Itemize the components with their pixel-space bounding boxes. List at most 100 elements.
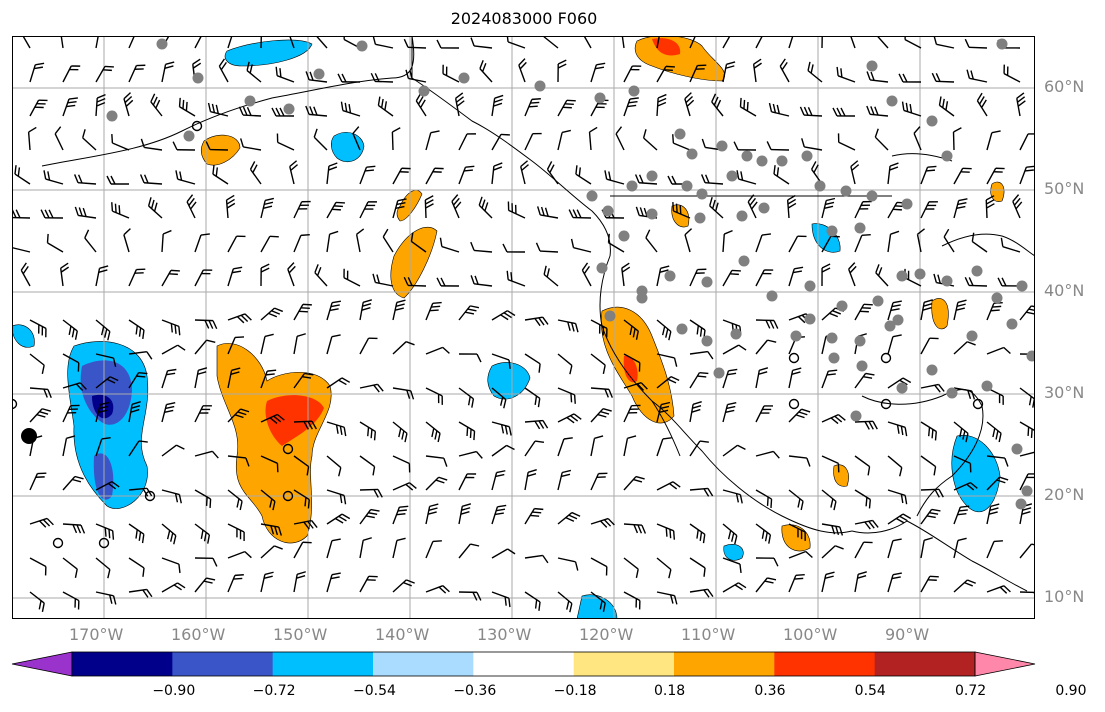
wind-barb bbox=[271, 107, 295, 117]
wind-barb bbox=[29, 472, 47, 491]
wind-barb bbox=[557, 59, 567, 83]
station-circle bbox=[144, 490, 156, 502]
wind-barb bbox=[337, 73, 361, 83]
wind-barb bbox=[755, 233, 772, 253]
wind-barb bbox=[623, 523, 647, 534]
wind-barb bbox=[645, 229, 658, 253]
wind-barb bbox=[260, 489, 276, 511]
wind-barb bbox=[194, 523, 211, 544]
wind-barb bbox=[568, 209, 592, 219]
wind-barb bbox=[689, 440, 709, 457]
wind-barb bbox=[986, 585, 1011, 594]
colorbar-tick-label: 0.18 bbox=[654, 683, 686, 699]
wind-barb bbox=[620, 36, 625, 49]
wind-barb bbox=[986, 130, 1001, 151]
wind-barb bbox=[392, 387, 415, 400]
station-dot bbox=[716, 140, 728, 152]
wind-barb bbox=[854, 571, 867, 593]
wind-barb bbox=[403, 38, 427, 49]
wind-barb bbox=[581, 262, 592, 287]
wind-barb bbox=[623, 65, 642, 83]
wind-barb bbox=[913, 126, 922, 151]
wind-barb bbox=[722, 489, 743, 504]
wind-barb bbox=[128, 440, 148, 457]
wind-barb bbox=[821, 571, 835, 593]
wind-barb bbox=[920, 455, 937, 476]
wind-barb bbox=[293, 333, 306, 355]
wind-barb bbox=[128, 588, 153, 598]
wind-barb bbox=[161, 401, 176, 423]
wind-barb bbox=[524, 419, 549, 430]
wind-barb bbox=[392, 299, 406, 321]
wind-barb bbox=[392, 421, 408, 443]
wind-barb bbox=[821, 263, 831, 287]
wind-barb bbox=[227, 367, 241, 389]
station-circle bbox=[52, 537, 64, 549]
wind-barb bbox=[607, 233, 625, 253]
wind-barb bbox=[95, 319, 111, 341]
wind-barb bbox=[623, 353, 641, 372]
station-dot bbox=[946, 387, 958, 399]
station-dot bbox=[713, 367, 725, 379]
wind-barb bbox=[788, 455, 811, 467]
wind-barb bbox=[788, 573, 805, 593]
longitude-label: 130°W bbox=[477, 625, 532, 644]
wind-barb bbox=[656, 65, 675, 83]
wind-barb bbox=[95, 265, 109, 287]
station-dot bbox=[356, 40, 368, 52]
wind-barb bbox=[623, 404, 641, 423]
station-dot bbox=[886, 95, 898, 107]
wind-barb bbox=[854, 200, 872, 219]
wind-barb bbox=[227, 266, 243, 287]
wind-barb bbox=[326, 572, 341, 593]
wind-barb bbox=[1019, 133, 1035, 151]
station-dot bbox=[971, 265, 983, 277]
wind-barb bbox=[722, 36, 733, 49]
wind-barb bbox=[887, 513, 912, 525]
wind-barb bbox=[656, 481, 681, 491]
station-circle bbox=[191, 120, 203, 132]
wind-barb bbox=[359, 455, 376, 476]
wind-barb bbox=[848, 262, 857, 287]
wind-barb bbox=[260, 455, 279, 473]
wind-barb bbox=[128, 523, 145, 544]
wind-barb bbox=[377, 96, 394, 117]
station-dot bbox=[594, 92, 606, 104]
wind-barb bbox=[326, 421, 347, 437]
wind-barb bbox=[326, 455, 342, 477]
wind-barb bbox=[623, 435, 637, 457]
wind-barb bbox=[821, 369, 838, 389]
wind-barb bbox=[848, 36, 856, 49]
wind-barb bbox=[186, 194, 197, 219]
wind-barb bbox=[43, 170, 64, 185]
wind-barb bbox=[739, 97, 757, 117]
wind-barb bbox=[520, 160, 529, 185]
wind-barb bbox=[518, 58, 527, 83]
wind-barb bbox=[887, 162, 899, 185]
wind-barb bbox=[491, 94, 504, 117]
wind-barb bbox=[260, 197, 275, 219]
wind-barb bbox=[161, 489, 182, 504]
station-dot bbox=[183, 130, 195, 142]
wind-barb bbox=[12, 238, 31, 253]
station-dot bbox=[758, 202, 770, 214]
wind-barb bbox=[128, 64, 146, 83]
wind-barb bbox=[524, 98, 541, 117]
wind-barb bbox=[478, 196, 493, 219]
wind-barb bbox=[931, 72, 955, 83]
wind-barb bbox=[971, 232, 988, 253]
wind-barb bbox=[615, 126, 625, 151]
wind-barb bbox=[29, 517, 54, 528]
weather-map bbox=[12, 36, 1035, 619]
wind-barb bbox=[161, 344, 186, 355]
wind-barb bbox=[986, 346, 1011, 355]
wind-barb bbox=[788, 266, 804, 287]
wind-barb bbox=[799, 106, 823, 117]
wind-barb bbox=[161, 582, 186, 593]
wind-barb bbox=[491, 310, 516, 321]
wind-barb bbox=[887, 334, 902, 355]
station-dot bbox=[914, 268, 926, 280]
longitude-label: 100°W bbox=[783, 625, 838, 644]
colorbar-segment bbox=[72, 652, 173, 676]
wind-barb bbox=[524, 387, 541, 408]
